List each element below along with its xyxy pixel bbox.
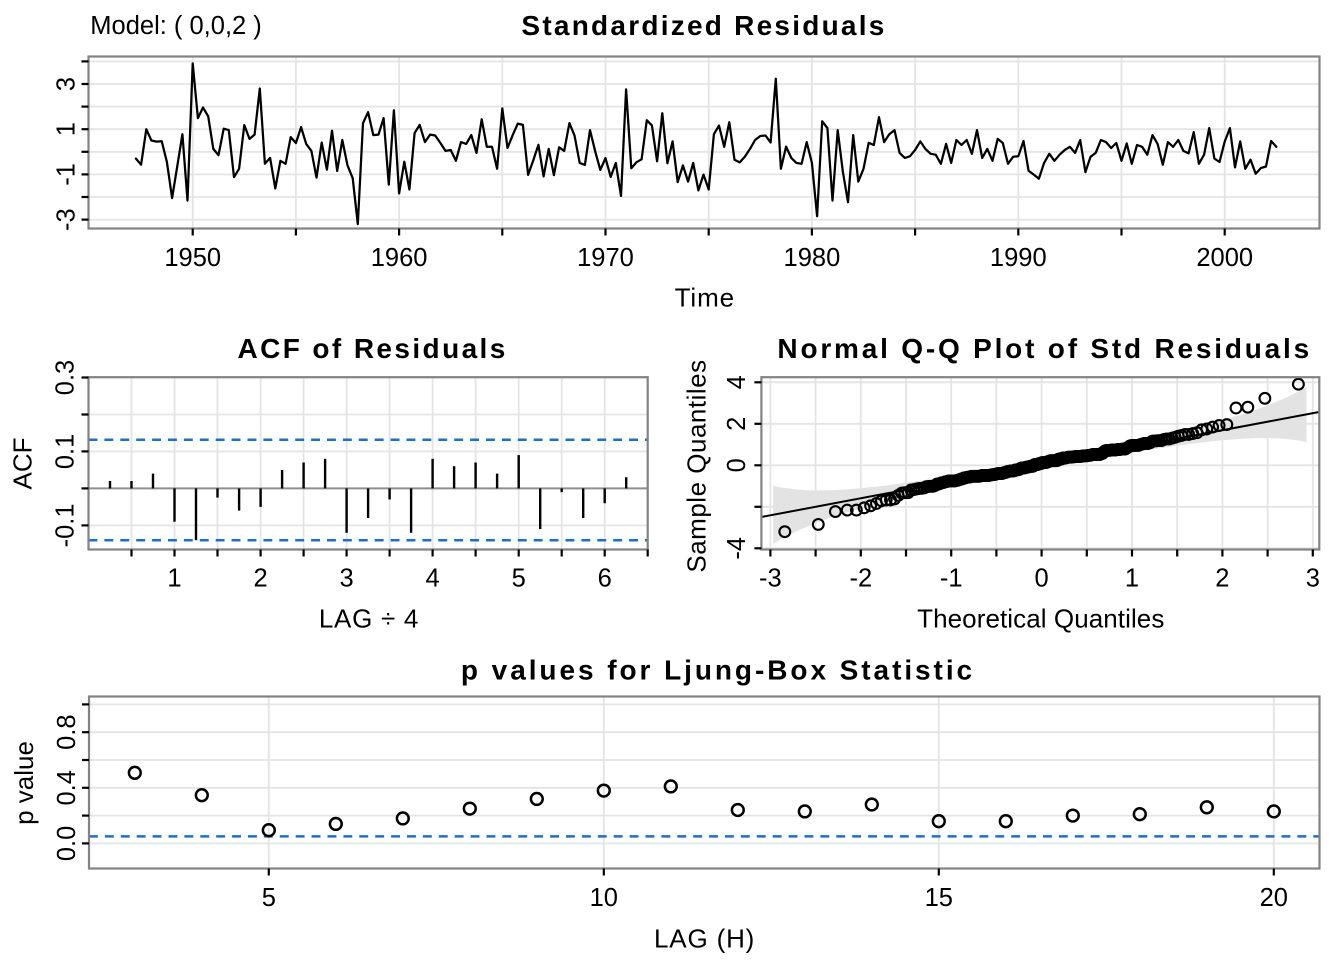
- svg-text:0: 0: [1035, 564, 1049, 592]
- svg-text:-1: -1: [940, 564, 963, 592]
- svg-text:3: 3: [340, 564, 354, 592]
- svg-text:5: 5: [512, 564, 526, 592]
- svg-text:0.8: 0.8: [53, 714, 81, 749]
- svg-text:Model: ( 0,0,2 ): Model: ( 0,0,2 ): [90, 12, 261, 40]
- svg-text:2000: 2000: [1196, 244, 1253, 272]
- svg-text:10: 10: [590, 884, 618, 912]
- svg-text:4: 4: [723, 375, 751, 389]
- svg-text:4: 4: [426, 564, 440, 592]
- svg-text:p values for Ljung-Box Statist: p values for Ljung-Box Statistic: [461, 655, 975, 686]
- svg-text:1990: 1990: [990, 244, 1047, 272]
- svg-text:2: 2: [254, 564, 268, 592]
- svg-text:ACF: ACF: [7, 438, 37, 490]
- svg-text:1970: 1970: [577, 244, 634, 272]
- svg-text:20: 20: [1260, 884, 1288, 912]
- svg-text:0.1: 0.1: [52, 434, 80, 469]
- svg-text:0.4: 0.4: [53, 770, 81, 805]
- svg-text:LAG (H): LAG (H): [654, 924, 755, 954]
- svg-text:2: 2: [1215, 564, 1229, 592]
- svg-text:1950: 1950: [164, 244, 221, 272]
- svg-text:0.3: 0.3: [52, 360, 80, 395]
- svg-text:15: 15: [925, 884, 953, 912]
- svg-text:-3: -3: [759, 564, 782, 592]
- svg-text:LAG ÷ 4: LAG ÷ 4: [319, 604, 419, 634]
- svg-text:1: 1: [1125, 564, 1139, 592]
- svg-text:-0.1: -0.1: [52, 503, 80, 547]
- svg-text:5: 5: [262, 884, 276, 912]
- svg-text:ACF of Residuals: ACF of Residuals: [237, 333, 507, 364]
- svg-text:-2: -2: [849, 564, 872, 592]
- svg-text:-1: -1: [53, 163, 81, 186]
- svg-text:p value: p value: [9, 741, 39, 825]
- svg-text:1980: 1980: [784, 244, 841, 272]
- svg-text:1: 1: [53, 122, 81, 136]
- svg-text:3: 3: [53, 77, 81, 91]
- svg-text:Normal Q-Q Plot of Std Residua: Normal Q-Q Plot of Std Residuals: [777, 333, 1312, 364]
- svg-text:Sample Quantiles: Sample Quantiles: [682, 359, 712, 572]
- svg-text:3: 3: [1306, 564, 1320, 592]
- svg-text:2: 2: [723, 417, 751, 431]
- svg-text:Theoretical Quantiles: Theoretical Quantiles: [917, 604, 1164, 634]
- svg-text:-3: -3: [53, 208, 81, 231]
- svg-text:Time: Time: [675, 283, 735, 313]
- svg-text:1960: 1960: [371, 244, 428, 272]
- svg-text:0.0: 0.0: [53, 826, 81, 861]
- svg-text:1: 1: [167, 564, 181, 592]
- svg-text:-4: -4: [723, 537, 751, 560]
- svg-text:Standardized Residuals: Standardized Residuals: [521, 10, 886, 41]
- svg-text:6: 6: [598, 564, 612, 592]
- svg-text:0: 0: [723, 458, 751, 472]
